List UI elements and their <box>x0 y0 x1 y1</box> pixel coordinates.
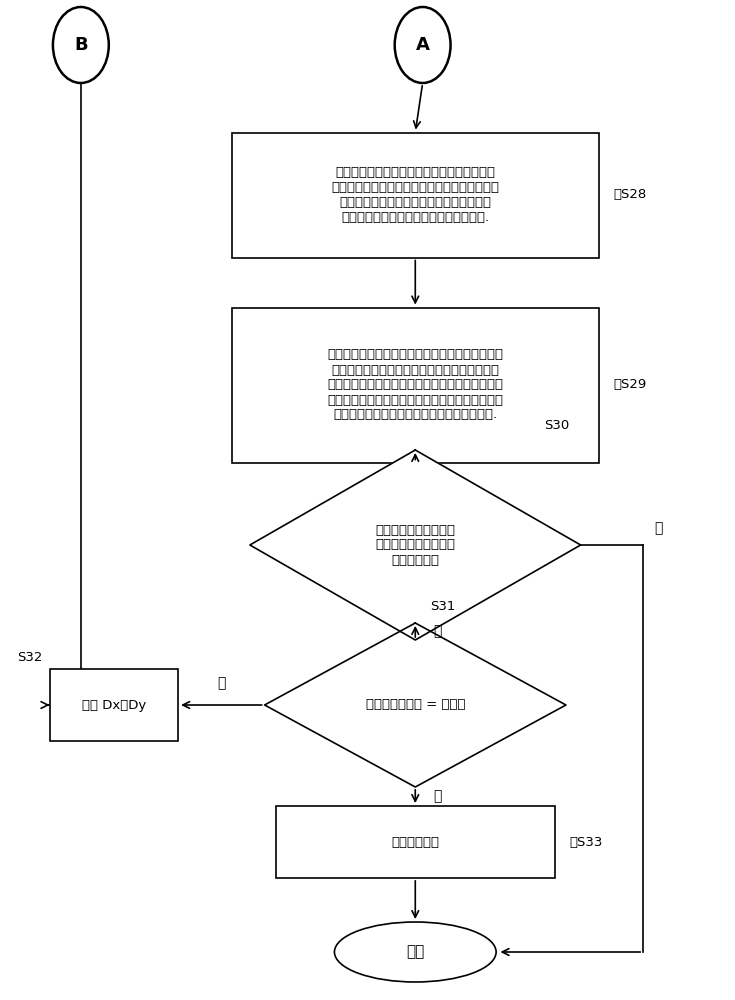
Text: 清除该触摸显示面板所显示的多个该标记，移动该
移动模块并使该碰触单元按压该触摸显示面板，
以使该触摸显示面板显示一该标记，由该转换关系
计算出将该标记移动至该图: 清除该触摸显示面板所显示的多个该标记，移动该 移动模块并使该碰触单元按压该触摸显… <box>327 349 503 422</box>
Text: 否: 否 <box>218 676 226 690</box>
Text: 完成: 完成 <box>406 944 424 960</box>
Text: ～S28: ～S28 <box>614 188 647 202</box>
Text: 是: 是 <box>434 790 442 804</box>
Ellipse shape <box>334 922 496 982</box>
Text: B: B <box>74 36 87 54</box>
Text: 否: 否 <box>434 624 442 639</box>
Text: ～S29: ～S29 <box>614 378 647 391</box>
Text: S31: S31 <box>430 600 456 613</box>
FancyBboxPatch shape <box>276 806 555 878</box>
Circle shape <box>395 7 451 83</box>
Text: ～S33: ～S33 <box>570 836 603 848</box>
Text: S32: S32 <box>17 651 43 664</box>
Text: 缩小 Dx、Dy: 缩小 Dx、Dy <box>82 698 146 712</box>
Text: 从该碰触单元的位置与转换后的该碰触单元的
位置来计算出该碰触单元与取像单元的相对关系
的误差所致的该转换关系的误差值，并以该
误差值进一步校正该移动模块的移动距: 从该碰触单元的位置与转换后的该碰触单元的 位置来计算出该碰触单元与取像单元的相对… <box>331 166 499 224</box>
Circle shape <box>53 7 109 83</box>
Polygon shape <box>250 450 581 640</box>
FancyBboxPatch shape <box>50 669 178 741</box>
Text: 已重新校正次数 = 预设值: 已重新校正次数 = 预设值 <box>365 698 465 712</box>
FancyBboxPatch shape <box>232 132 599 257</box>
Text: 发出提醒讯息: 发出提醒讯息 <box>391 836 440 848</box>
Text: S30: S30 <box>544 419 569 432</box>
Polygon shape <box>265 623 566 787</box>
Text: A: A <box>416 36 429 54</box>
FancyBboxPatch shape <box>232 308 599 462</box>
Text: 判断该标记与该图像的
中心间的距离是否在可
接受的范围内: 判断该标记与该图像的 中心间的距离是否在可 接受的范围内 <box>376 524 455 566</box>
Text: 是: 是 <box>654 521 662 535</box>
